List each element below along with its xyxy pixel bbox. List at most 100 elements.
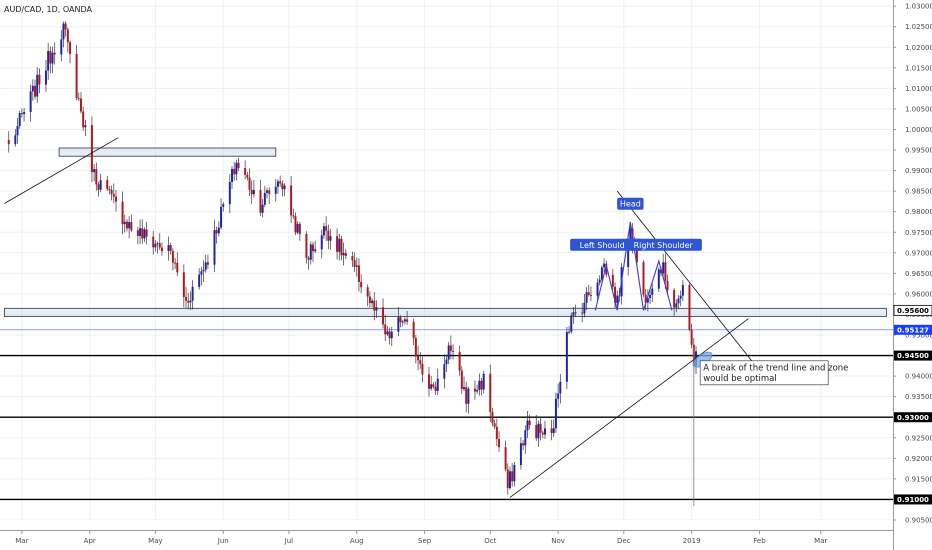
candle-body [44,70,47,85]
candle-body [436,378,439,392]
candle-body [47,50,50,71]
candle-body [583,302,586,314]
price-tag-label: 0.94500 [897,352,929,360]
candle-body [465,387,468,404]
candle-body [279,181,282,184]
candle-body [508,471,511,489]
candle-body [373,300,376,311]
candle-body [357,265,360,282]
x-tick-label: Jun [217,537,229,545]
candle-body [662,262,665,274]
x-tick-label: Mar [15,537,28,545]
candle-body [298,223,301,234]
candle-body [128,222,131,229]
x-axis[interactable]: Mar Apr May Jun Jul Aug Sep Oct Nov Dec 2019 Feb Mar [0,520,893,550]
y-tick-label: 0.96500 [905,270,932,278]
x-tick-label: Apr [84,537,96,545]
y-tick-label: 0.99000 [905,167,932,175]
price-tag [894,324,932,335]
candle-body [185,296,188,301]
y-tick-label: 0.97000 [905,249,932,257]
candle-body [524,430,527,446]
candle-body [139,228,142,236]
candle-body [309,244,312,260]
candle-body [66,29,69,43]
candle-body [504,447,507,470]
candle-body [375,307,378,311]
candle-body [312,244,314,252]
pattern-label: Right Shoulder [634,241,694,250]
candle-body [552,428,555,434]
candle-body [16,126,19,136]
candle-body [314,249,317,252]
y-tick-label: 0.99500 [905,147,932,155]
candle-body [215,230,218,234]
y-axis-panel [893,0,932,550]
y-axis[interactable]: 1.03000 1.02500 1.02000 1.01500 1.01000 1.005… [893,0,932,550]
candle-body [7,140,10,145]
candle-body [158,243,161,248]
y-tick-label: 0.92000 [905,455,932,463]
candle-body [366,287,369,297]
price-tag-label: 0.91000 [897,496,929,504]
candle-body [498,439,501,448]
candle-body [325,226,328,231]
candle-body [141,228,144,239]
y-tick-label: 0.97500 [905,229,932,237]
candle-body [206,262,209,265]
candle-body [417,356,420,361]
x-tick-label: Aug [350,537,364,545]
trend-line [4,137,119,204]
candle-body [115,196,117,202]
candle-body [421,363,424,375]
candle-body [616,295,619,303]
candle-body [244,168,247,175]
candle-body [664,262,667,281]
candle-body [320,235,323,250]
candle-body [434,386,437,392]
candle-body [673,290,676,308]
x-tick-label: Nov [551,537,565,545]
candle-body [187,300,190,303]
candle-body [397,317,400,332]
candle-body [388,331,391,339]
candle-body [386,331,389,335]
candle-body [360,281,363,288]
y-tick-label: 1.01500 [905,64,932,72]
price-tag-label: 0.95600 [897,307,929,315]
candle-body [62,23,65,40]
y-tick-label: 0.98000 [905,208,932,216]
y-tick-label: 1.02000 [905,44,932,52]
highlight-zone [58,147,277,157]
y-tick-label: 0.96000 [905,290,932,298]
candle-body [274,186,277,194]
candle-body [399,317,402,323]
candle-body [449,345,452,351]
y-tick-label: 0.98500 [905,188,932,196]
candle-body [570,315,573,332]
candle-body [585,292,588,303]
candle-body [204,262,207,270]
candle-body [276,181,279,187]
candle-body [169,245,172,251]
candle-body [36,74,39,97]
x-tick-label: Oct [484,537,496,545]
candle-body [371,300,374,304]
x-tick-label: Jul [284,537,294,545]
candle-body [176,262,179,273]
price-tag [894,350,932,361]
candle-body [598,279,601,283]
candle-body [222,204,225,207]
candle-body [336,236,339,252]
candle-body [228,182,231,205]
candle-body [143,229,146,239]
candle-body [535,424,538,439]
candle-body [160,247,163,252]
candle-body [38,74,41,85]
candle-body [432,384,435,387]
candle-body [495,426,498,440]
note-box [699,360,829,386]
candle-body [419,360,422,364]
candle-body [305,233,308,258]
